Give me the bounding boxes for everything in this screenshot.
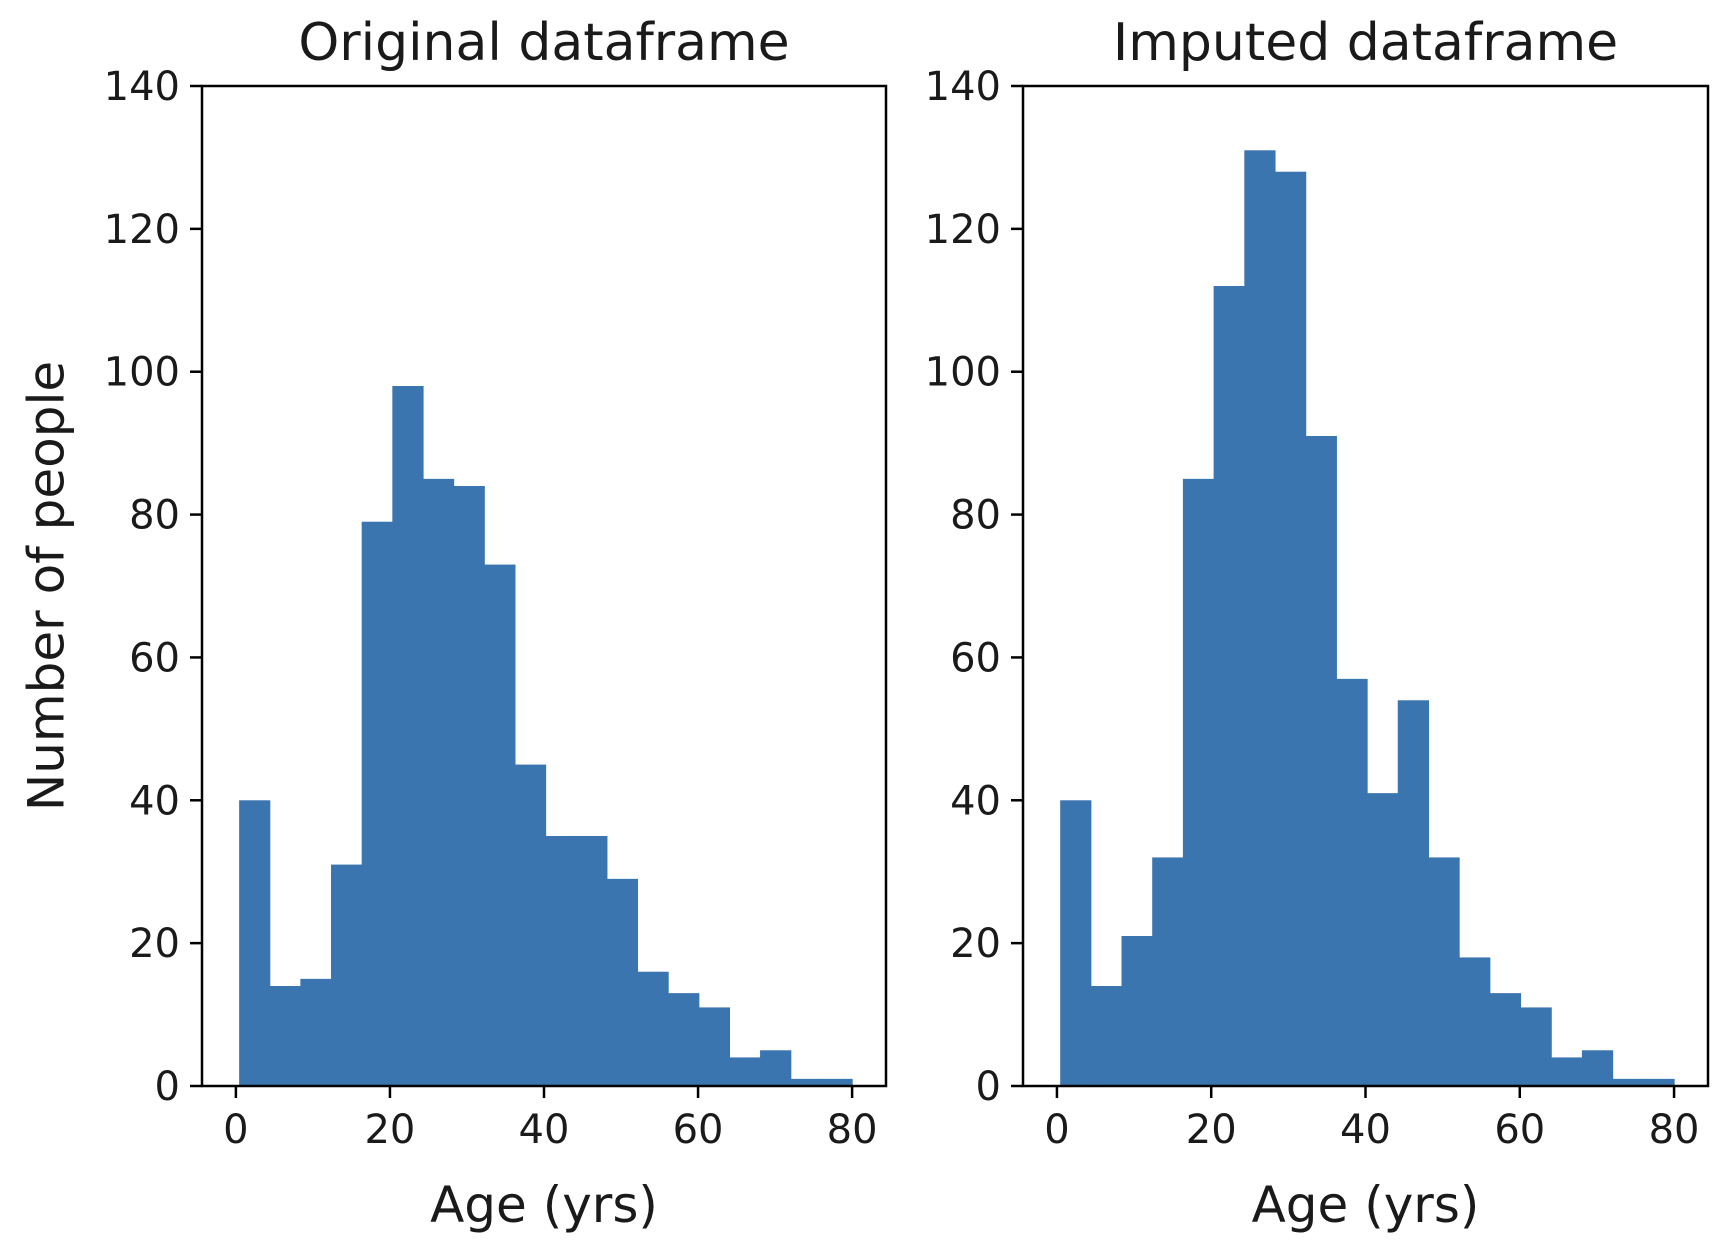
histogram-bar: [1489, 993, 1522, 1086]
y-tick-label: 40: [129, 778, 180, 824]
chart-title: Original dataframe: [298, 13, 789, 73]
histogram-bar: [790, 1078, 822, 1086]
x-axis-label: Age (yrs): [430, 1176, 658, 1234]
histogram-bar: [821, 1078, 853, 1086]
histogram-bar: [1274, 171, 1307, 1086]
histogram-bar: [1397, 700, 1430, 1086]
histogram-bar: [606, 878, 639, 1086]
histogram-bar: [698, 1007, 731, 1086]
y-tick-label: 140: [925, 64, 1001, 110]
histogram-bar: [1121, 936, 1153, 1086]
y-tick-label: 100: [104, 350, 180, 396]
histogram-bar: [760, 1050, 792, 1086]
histogram-bar: [1367, 793, 1399, 1086]
x-tick-label: 80: [1649, 1107, 1700, 1153]
histogram-bar: [453, 486, 485, 1086]
y-tick-label: 60: [129, 635, 180, 681]
histogram-bar: [1612, 1078, 1644, 1086]
histogram-bar: [729, 1057, 761, 1086]
y-tick-label: 60: [950, 635, 1001, 681]
histogram-bar: [545, 836, 577, 1086]
histogram-bar: [392, 386, 424, 1086]
y-tick-label: 0: [976, 1064, 1001, 1110]
x-tick-label: 80: [827, 1107, 878, 1153]
y-axis-label: Number of people: [18, 361, 76, 811]
histogram-bars: [1060, 150, 1675, 1087]
histogram-bar: [1643, 1078, 1675, 1086]
histogram-bar: [514, 764, 547, 1086]
histogram-bar: [668, 993, 700, 1086]
histogram-bar: [1305, 436, 1337, 1086]
histogram-bar: [1244, 150, 1276, 1087]
x-tick-label: 0: [223, 1107, 248, 1153]
histogram-bar: [300, 978, 332, 1086]
chart-panel-1: 0 20 40 60 80 0 20 40 60 80 100 120 140 Original data…: [18, 13, 888, 1234]
x-tick-label: 40: [519, 1107, 570, 1153]
y-tick-label: 20: [129, 921, 180, 967]
histogram-bar: [361, 521, 393, 1086]
x-tick-label: 60: [1494, 1107, 1545, 1153]
histogram-bar: [1520, 1007, 1552, 1086]
x-tick-label: 0: [1044, 1107, 1069, 1153]
histogram-bar: [484, 564, 516, 1086]
x-axis-label: Age (yrs): [1252, 1176, 1480, 1234]
histogram-bar: [269, 986, 301, 1086]
x-tick-label: 40: [1340, 1107, 1391, 1153]
y-tick-label: 140: [104, 64, 180, 110]
histogram-bar: [239, 800, 271, 1086]
histogram-bar: [1428, 857, 1460, 1086]
histogram-bar: [1060, 800, 1092, 1086]
y-tick-label: 80: [129, 493, 180, 539]
y-tick-label: 40: [950, 778, 1001, 824]
y-tick-label: 100: [925, 350, 1001, 396]
chart-panel-2: 0 20 40 60 80 0 20 40 60 80 100 120 140 Imputed dataf…: [925, 13, 1710, 1234]
chart-title: Imputed dataframe: [1113, 13, 1618, 73]
histogram-bar: [331, 864, 363, 1086]
x-tick-label: 20: [364, 1107, 415, 1153]
histogram-bars: [239, 386, 853, 1086]
histogram-bar: [1581, 1050, 1614, 1086]
y-tick-label: 120: [104, 207, 180, 253]
y-tick-label: 120: [925, 207, 1001, 253]
y-tick-label: 80: [950, 493, 1001, 539]
histogram-bar: [1336, 678, 1368, 1086]
histogram-bar: [1152, 857, 1184, 1086]
x-tick-label: 20: [1186, 1107, 1237, 1153]
y-tick-label: 20: [950, 921, 1001, 967]
histogram-bar: [1182, 478, 1215, 1086]
x-tick-label: 60: [673, 1107, 724, 1153]
histogram-bar: [1090, 986, 1123, 1086]
y-tick-label: 0: [155, 1064, 180, 1110]
histogram-bar: [1551, 1057, 1583, 1086]
histogram-bar: [637, 971, 669, 1086]
histogram-bar: [1459, 957, 1491, 1086]
histogram-bar: [1213, 286, 1245, 1086]
histogram-bar: [422, 478, 455, 1086]
histogram-bar: [576, 836, 608, 1086]
